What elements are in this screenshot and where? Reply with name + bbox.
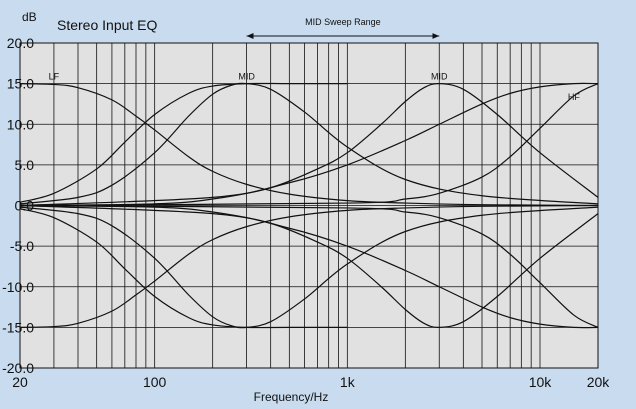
eq-curve-mid-peak — [19, 83, 599, 207]
eq-curve-hf-shelf — [19, 204, 599, 329]
x-tick-label: 1k — [340, 374, 356, 390]
eq-curve-lf-shelf — [19, 204, 599, 328]
y-tick-label: 10.0 — [7, 116, 34, 132]
x-tick-label: 10k — [529, 374, 553, 390]
y-tick-label: 20.0 — [7, 35, 34, 51]
band-label-hf: HF — [568, 92, 580, 102]
eq-curve-lf-shelf — [19, 82, 348, 203]
eq-curve-hf-shelf — [19, 82, 599, 207]
chart-title: Stereo Input EQ — [57, 17, 158, 33]
axis-ticks: 20.0 15.0 10.0 5.0 0.0 -5.0 -10.0 -15.0 -20.020 1… — [2, 35, 610, 390]
eq-curve-hf-shelf — [19, 204, 599, 328]
eq-curve-mid-peak — [19, 206, 599, 329]
x-tick-label: 100 — [143, 374, 167, 390]
eq-curve-lf-shelf — [19, 83, 599, 207]
y-tick-label: 15.0 — [7, 76, 34, 92]
eq-curve-hf-shelf — [19, 83, 599, 207]
y-tick-label: -5.0 — [10, 238, 34, 254]
eq-curve-mid-peak — [19, 82, 599, 205]
y-tick-label: -15.0 — [2, 319, 34, 335]
band-label-mid: MID — [431, 72, 448, 82]
grid — [19, 42, 599, 369]
band-label-lf: LF — [49, 72, 60, 82]
band-label-mid: MID — [238, 72, 255, 82]
x-tick-label: 20 — [12, 374, 28, 390]
y-axis-label: dB — [22, 10, 37, 24]
eq-curve-mid-peak — [19, 204, 599, 329]
y-tick-label: -10.0 — [2, 279, 34, 295]
x-tick-label: 20k — [587, 374, 611, 390]
y-tick-label: 0.0 — [15, 198, 35, 214]
eq-curves — [19, 82, 599, 329]
eq-curve-lf-shelf — [19, 208, 348, 329]
y-tick-label: -20.0 — [2, 360, 34, 376]
sweep-range-label: MID Sweep Range — [305, 17, 381, 27]
y-tick-label: 5.0 — [15, 157, 35, 173]
band-labels: LF MID MID HF — [49, 72, 581, 102]
x-axis-label: Frequency/Hz — [254, 390, 329, 404]
